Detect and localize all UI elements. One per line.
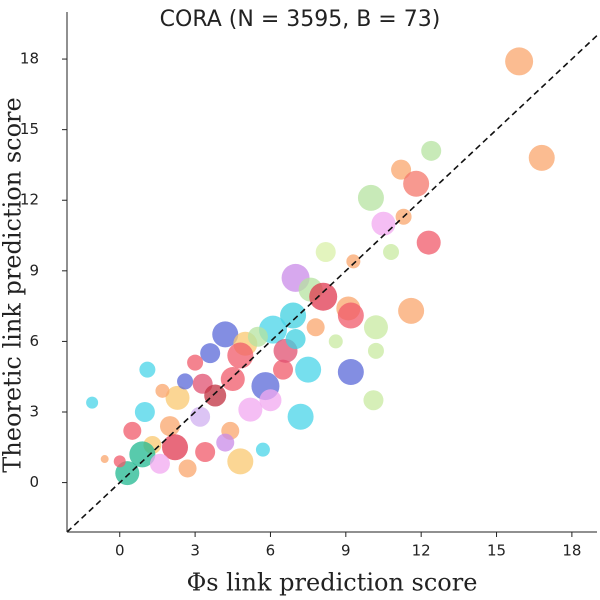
bubble [204, 384, 227, 407]
bubble [328, 334, 343, 349]
bubble [200, 343, 221, 364]
bubble [187, 354, 204, 371]
bubble [123, 421, 142, 440]
bubble [403, 170, 430, 197]
bubble [528, 144, 555, 171]
y-tick-label: 15 [20, 120, 39, 138]
bubble [86, 396, 99, 409]
y-tick-label: 12 [20, 191, 39, 209]
bubble [337, 359, 364, 385]
diagonal [66, 34, 598, 533]
y-tick-label: 18 [20, 50, 39, 68]
bubble [159, 416, 180, 437]
bubble [315, 242, 336, 262]
y-axis-label: Theoretic link prediction score [0, 97, 27, 472]
bubble [295, 356, 322, 383]
bubble [398, 297, 425, 324]
bubble [190, 406, 211, 427]
y-tick-label: 6 [29, 332, 39, 350]
bubble [129, 441, 156, 468]
bubble [220, 367, 245, 392]
bubble [247, 326, 268, 347]
bubble [216, 433, 235, 452]
bubble [309, 282, 338, 311]
bubble [113, 455, 126, 468]
bubble [371, 211, 396, 236]
bubble [363, 390, 384, 411]
bubble [391, 159, 412, 180]
bubble [383, 244, 400, 260]
bubble [416, 230, 441, 255]
bubble [178, 459, 197, 478]
bubble [162, 434, 189, 461]
x-tick-label: 15 [487, 542, 506, 560]
x-tick-label: 18 [562, 542, 581, 560]
y-tick-label: 9 [29, 261, 39, 279]
bubble [280, 302, 307, 329]
bubble [285, 329, 306, 350]
x-tick-label: 0 [115, 542, 125, 560]
bubble [505, 47, 534, 76]
x-tick-label: 3 [190, 542, 200, 560]
bubble [255, 442, 270, 457]
bubble [134, 402, 155, 422]
x-axis-label: Φs link prediction score [187, 569, 478, 597]
x-tick-label: 6 [266, 542, 276, 560]
bubble [287, 403, 314, 430]
bubble [212, 321, 239, 348]
chart-title: CORA (N = 3595, B = 73) [160, 7, 441, 32]
bubble [139, 361, 156, 378]
bubble [367, 342, 384, 359]
bubble [346, 254, 361, 269]
x-tick-label: 9 [341, 542, 351, 560]
bubble [227, 342, 254, 369]
bubble [238, 397, 263, 422]
bubble [177, 373, 194, 390]
y-tick-label: 0 [29, 473, 39, 491]
bubble [259, 389, 282, 412]
bubble [100, 455, 109, 464]
bubble [306, 318, 325, 337]
bubble [421, 140, 442, 161]
bubble [273, 359, 294, 380]
bubble [357, 184, 384, 211]
bubble [337, 302, 364, 329]
bubble [195, 442, 216, 462]
bubble [227, 448, 254, 475]
bubble [149, 453, 170, 474]
x-tick-label: 12 [412, 542, 431, 560]
bubble [363, 315, 388, 340]
y-tick-label: 3 [29, 403, 39, 421]
bubble [155, 383, 170, 398]
bubble [165, 385, 190, 410]
